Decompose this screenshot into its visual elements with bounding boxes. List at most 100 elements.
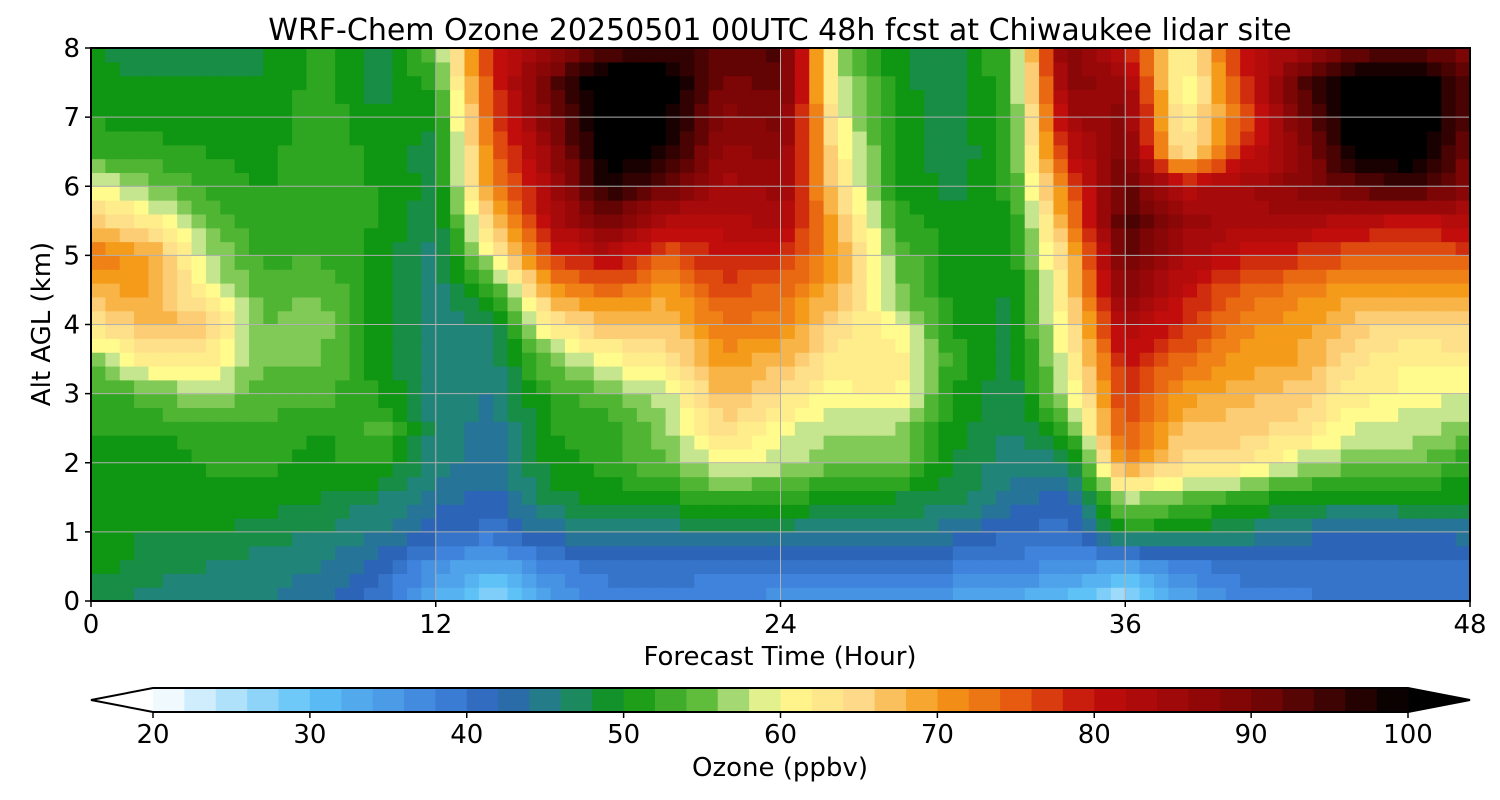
heatmap-cell [895,573,911,588]
heatmap-cell [1311,255,1327,270]
heatmap-cell [1168,379,1184,395]
heatmap-cell [1197,172,1213,187]
heatmap-cell [220,89,236,104]
heatmap-cell [435,587,451,601]
heatmap-cell [608,75,624,91]
heatmap-cell [1125,241,1141,256]
heatmap-cell [1053,200,1069,215]
heatmap-cell [1311,296,1327,312]
heatmap-cell [809,573,825,588]
heatmap-cell [205,545,221,561]
heatmap-cell [665,172,681,187]
heatmap-cell [723,490,738,505]
heatmap-cell [766,89,782,104]
heatmap-cell [521,573,537,588]
heatmap-cell [708,421,724,436]
heatmap-cell [780,48,796,63]
heatmap-cell [550,144,566,160]
heatmap-cell [1039,117,1055,132]
heatmap-cell [1369,338,1385,353]
heatmap-cell [952,379,968,395]
heatmap-cell [521,462,537,478]
heatmap-cell [708,448,724,464]
heatmap-cell [1326,448,1342,464]
heatmap-cell [234,573,250,588]
heatmap-cell [148,573,164,588]
heatmap-cell [938,421,954,436]
heatmap-cell [1283,352,1299,367]
heatmap-cell [177,476,193,491]
heatmap-cell [881,531,897,547]
heatmap-cell [1268,186,1284,201]
heatmap-cell [1197,296,1213,312]
heatmap-cell [363,573,379,588]
heatmap-cell [1297,310,1313,326]
heatmap-cell [794,421,810,436]
heatmap-cell [292,130,308,146]
heatmap-cell [435,379,451,395]
heatmap-cell [536,407,552,422]
heatmap-cell [277,476,293,491]
heatmap-cell [737,241,753,256]
heatmap-cell [421,75,437,91]
heatmap-cell [852,283,868,298]
heatmap-cell [1398,227,1414,243]
heatmap-cell [1297,476,1313,491]
heatmap-cell [1240,283,1256,298]
heatmap-cell [737,352,753,367]
heatmap-cell [1082,186,1098,201]
heatmap-cell [1225,504,1241,519]
heatmap-cell [521,61,537,77]
heatmap-cell [134,269,150,284]
heatmap-cell [1441,352,1457,367]
heatmap-cell [723,531,738,547]
heatmap-cell [608,241,624,256]
heatmap-cell [263,559,279,574]
heatmap-cell [565,545,580,561]
heatmap-cell [651,172,667,187]
heatmap-cell [162,48,178,63]
heatmap-cell [766,531,782,547]
heatmap-cell [1311,213,1327,229]
heatmap-cell [1441,421,1457,436]
heatmap-cell [780,531,796,547]
heatmap-cell [579,158,595,174]
heatmap-cell [1426,283,1442,298]
heatmap-cell [1125,573,1141,588]
heatmap-cell [1369,48,1385,63]
heatmap-cell [536,130,552,146]
heatmap-cell [292,117,308,132]
heatmap-cell [895,144,911,160]
heatmap-cell [593,241,609,256]
heatmap-cell [981,545,997,561]
heatmap-cell [162,130,178,146]
heatmap-cell [579,379,595,395]
heatmap-cell [1197,241,1213,256]
heatmap-cell [608,435,624,450]
heatmap-cell [1010,407,1026,422]
heatmap-cell [407,200,422,215]
heatmap-cell [205,117,221,132]
heatmap-cell [392,296,408,312]
heatmap-cell [1426,186,1442,201]
heatmap-cell [148,227,164,243]
heatmap-cell [1412,255,1428,270]
heatmap-cell [809,103,825,118]
heatmap-cell [478,75,494,91]
heatmap-cell [1024,130,1040,146]
heatmap-cell [1039,89,1055,104]
heatmap-cell [550,241,566,256]
heatmap-cell [881,587,897,601]
heatmap-cell [1340,531,1356,547]
heatmap-cell [421,200,437,215]
heatmap-cell [651,462,667,478]
heatmap-cell [392,448,408,464]
heatmap-cell [349,200,365,215]
heatmap-cell [622,435,638,450]
heatmap-cell [1311,545,1327,561]
heatmap-cell [823,89,839,104]
heatmap-cell [1125,75,1141,91]
heatmap-cell [1225,393,1241,409]
heatmap-cell [952,255,968,270]
heatmap-cell [349,365,365,381]
